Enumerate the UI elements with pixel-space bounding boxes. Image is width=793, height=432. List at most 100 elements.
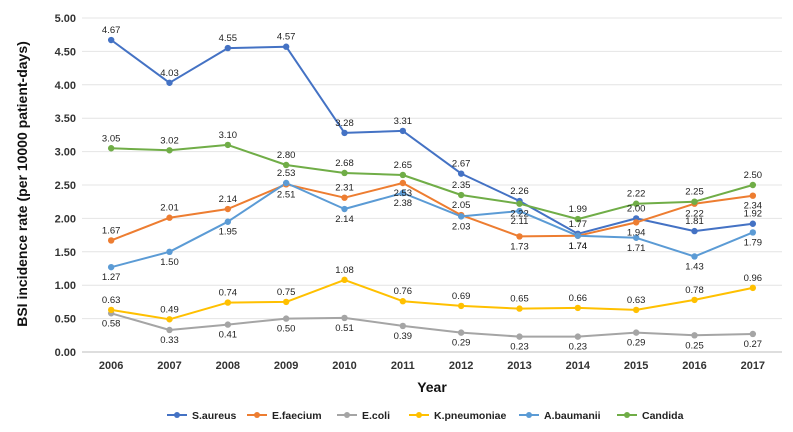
data-point-candida	[574, 215, 582, 223]
data-label-e-faecium: 2.05	[452, 200, 471, 211]
series-line-s-aureus	[110, 39, 753, 235]
y-tick-label: 2.50	[55, 180, 76, 192]
legend-label: E.faecium	[272, 410, 322, 422]
data-point-e-coli	[574, 333, 582, 340]
y-tick-label: 5.00	[55, 13, 76, 25]
data-label-e-coli: 0.39	[394, 331, 413, 342]
data-point-e-faecium	[632, 219, 640, 226]
data-point-s-aureus	[282, 43, 290, 50]
data-point-candida	[166, 147, 173, 154]
data-point-e-coli	[516, 333, 523, 340]
y-tick-label: 3.00	[55, 147, 76, 159]
data-label-candida: 2.25	[685, 187, 704, 198]
data-label-candida: 2.35	[452, 180, 471, 191]
data-label-s-aureus: 2.00	[627, 203, 646, 214]
data-label-e-coli: 0.58	[102, 318, 121, 329]
data-point-e-coli	[166, 326, 173, 334]
data-label-candida: 2.80	[277, 150, 296, 161]
legend-label: S.aureus	[192, 410, 237, 422]
data-labels: 4.67 4.03 4.55 4.57 3.28 3.31 2.67 2.26 1.77 2.00…	[102, 25, 762, 353]
data-label-e-coli: 0.50	[277, 324, 296, 335]
data-label-candida: 3.02	[160, 135, 179, 146]
legend-swatch-marker	[416, 412, 422, 418]
data-label-e-coli: 0.23	[569, 342, 588, 353]
data-label-a-baumanii: 1.50	[160, 257, 179, 268]
legend-swatch-marker	[344, 412, 350, 418]
data-label-e-coli: 0.33	[160, 335, 179, 346]
data-point-candida	[224, 141, 232, 149]
data-label-k-pneumoniae: 0.69	[452, 291, 471, 302]
data-point-k-pneumoniae	[574, 304, 582, 312]
data-point-k-pneumoniae	[457, 302, 465, 310]
data-label-a-baumanii: 2.14	[335, 214, 354, 225]
data-label-e-coli: 0.29	[627, 338, 646, 349]
data-point-e-coli	[749, 330, 757, 338]
data-label-k-pneumoniae: 0.75	[277, 287, 296, 298]
data-point-e-coli	[399, 322, 407, 330]
x-tick-label: 2011	[391, 360, 415, 372]
data-label-e-faecium: 2.51	[277, 189, 296, 200]
data-label-candida: 2.68	[335, 158, 354, 169]
data-point-a-baumanii	[749, 229, 757, 236]
data-point-candida	[107, 145, 115, 152]
data-label-s-aureus: 2.26	[510, 186, 529, 197]
data-point-e-coli	[224, 321, 232, 328]
data-point-candida	[282, 161, 290, 169]
data-point-a-baumanii	[516, 207, 523, 215]
legend: S.aureus E.faecium E.coli K.pneumoniae A.bau…	[167, 410, 684, 422]
data-point-a-baumanii	[574, 232, 582, 239]
data-point-candida	[691, 198, 698, 205]
data-label-s-aureus: 4.57	[277, 32, 296, 43]
data-point-candida	[749, 181, 757, 189]
data-point-s-aureus	[107, 36, 115, 44]
x-tick-label: 2017	[741, 360, 765, 372]
data-label-a-baumanii: 2.53	[277, 168, 296, 179]
data-point-k-pneumoniae	[749, 284, 757, 292]
data-point-e-coli	[341, 314, 348, 322]
x-tick-label: 2015	[624, 360, 648, 372]
data-point-s-aureus	[399, 127, 407, 135]
data-point-e-faecium	[107, 237, 115, 244]
data-label-candida: 2.65	[394, 160, 413, 171]
data-point-k-pneumoniae	[399, 298, 407, 305]
data-point-s-aureus	[224, 44, 232, 52]
y-tick-label: 1.50	[55, 247, 76, 259]
data-label-a-baumanii: 1.27	[102, 272, 121, 283]
data-point-k-pneumoniae	[341, 276, 348, 284]
data-label-a-baumanii: 1.95	[219, 227, 238, 238]
data-label-candida: 2.22	[510, 209, 529, 220]
series-lines	[110, 39, 754, 338]
data-label-a-baumanii: 1.74	[569, 241, 588, 252]
data-point-a-baumanii	[632, 234, 640, 241]
data-point-a-baumanii	[166, 248, 173, 255]
data-label-s-aureus: 3.31	[394, 116, 413, 127]
series-points	[107, 36, 757, 340]
data-label-s-aureus: 2.67	[452, 159, 471, 170]
series-line-k-pneumoniae	[111, 278, 754, 321]
data-point-s-aureus	[166, 79, 173, 86]
data-label-k-pneumoniae: 0.78	[685, 285, 704, 296]
data-point-k-pneumoniae	[107, 306, 115, 314]
data-label-e-faecium: 2.14	[219, 194, 238, 205]
data-label-e-coli: 0.23	[510, 342, 529, 353]
data-point-k-pneumoniae	[282, 298, 290, 306]
data-label-e-faecium: 1.94	[627, 227, 646, 238]
data-label-candida: 3.05	[102, 133, 121, 144]
data-label-k-pneumoniae: 0.63	[627, 295, 646, 306]
legend-item-s-aureus: S.aureus	[167, 410, 237, 422]
x-tick-label: 2014	[566, 360, 591, 372]
data-label-e-coli: 0.51	[335, 323, 354, 334]
data-label-k-pneumoniae: 0.49	[160, 304, 179, 315]
data-point-e-coli	[632, 329, 640, 336]
data-label-e-faecium: 2.01	[160, 203, 179, 214]
data-point-e-faecium	[749, 192, 757, 199]
y-tick-label: 0.50	[55, 314, 76, 326]
data-point-e-faecium	[166, 214, 173, 221]
x-tick-label: 2016	[682, 360, 706, 372]
data-point-k-pneumoniae	[691, 296, 698, 304]
y-tick-label: 4.50	[55, 46, 76, 58]
data-label-k-pneumoniae: 1.08	[335, 265, 354, 276]
x-tick-label: 2006	[99, 360, 123, 372]
series-line-a-baumanii	[110, 182, 754, 269]
data-label-e-faecium: 2.34	[744, 201, 763, 212]
